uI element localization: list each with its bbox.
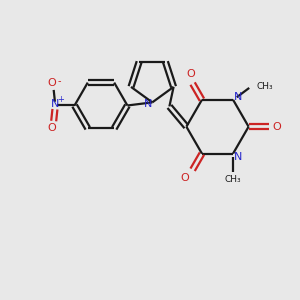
Text: -: - [58, 76, 61, 85]
Text: N: N [51, 99, 59, 109]
Text: O: O [48, 123, 56, 133]
Text: CH₃: CH₃ [225, 175, 242, 184]
Text: N: N [234, 152, 242, 162]
Text: O: O [272, 122, 281, 132]
Text: CH₃: CH₃ [256, 82, 273, 91]
Text: O: O [48, 78, 56, 88]
Text: N: N [234, 92, 242, 102]
Text: +: + [57, 95, 64, 104]
Text: O: O [181, 172, 189, 182]
Text: O: O [187, 69, 195, 79]
Text: N: N [143, 99, 152, 109]
